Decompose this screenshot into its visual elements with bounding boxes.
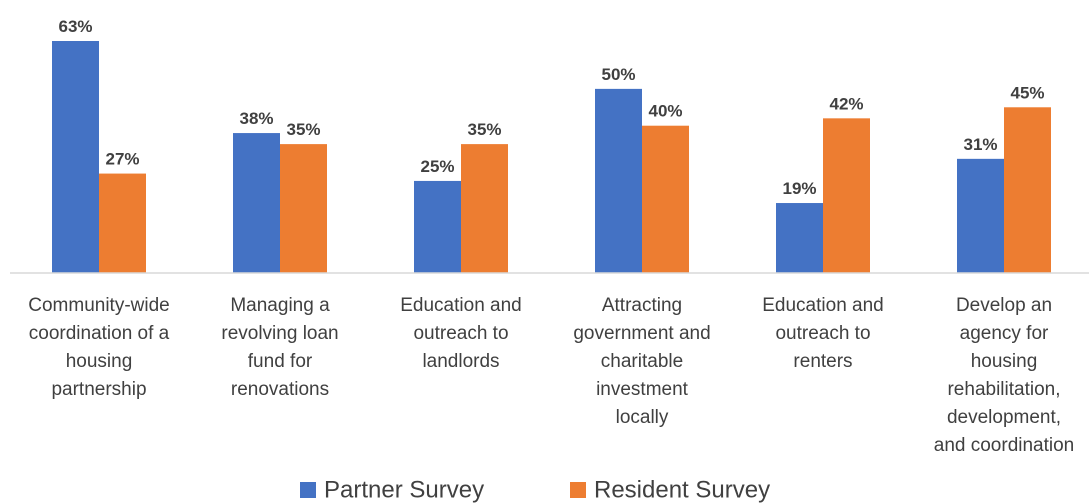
bar [957, 158, 1004, 273]
bar [595, 88, 642, 273]
data-label: 19% [782, 179, 816, 198]
data-label: 63% [58, 17, 92, 36]
data-label: 42% [829, 94, 863, 113]
legend-swatch [300, 482, 316, 498]
legend-swatch [570, 482, 586, 498]
bar [414, 180, 461, 273]
bar [461, 144, 508, 273]
x-tick-label: Attracting government and charitable inv… [573, 295, 711, 428]
data-label: 35% [467, 120, 501, 139]
x-tick-label: Community-wide coordination of a housing… [28, 295, 170, 400]
data-label: 50% [601, 65, 635, 84]
data-label: 40% [648, 102, 682, 121]
legend-label: Resident Survey [594, 476, 770, 503]
bar [99, 173, 146, 273]
legend-label: Partner Survey [324, 476, 484, 503]
bar [776, 203, 823, 273]
bar [823, 118, 870, 273]
bar [233, 133, 280, 273]
data-label: 38% [239, 109, 273, 128]
data-label: 31% [963, 135, 997, 154]
bar [52, 41, 99, 273]
bar [642, 125, 689, 273]
x-tick-label: Develop an agency for housing rehabilita… [933, 295, 1075, 456]
bar [1004, 107, 1051, 274]
data-label: 27% [105, 150, 139, 169]
data-label: 35% [286, 120, 320, 139]
x-tick-label: Education and outreach to renters [762, 295, 884, 372]
data-label: 25% [420, 157, 454, 176]
x-tick-label: Education and outreach to landlords [400, 295, 522, 372]
data-label: 45% [1010, 83, 1044, 102]
x-tick-label: Managing a revolving loan fund for renov… [221, 295, 339, 400]
bar [280, 144, 327, 273]
